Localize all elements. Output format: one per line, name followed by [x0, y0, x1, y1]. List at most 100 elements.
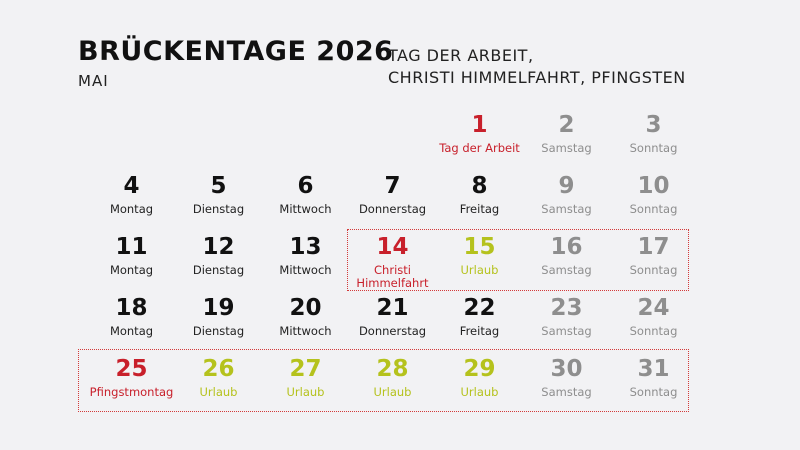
day-label: Sonntag [629, 324, 678, 338]
month-label: MAI [78, 72, 109, 90]
day-number: 9 [558, 173, 575, 199]
calendar-day: 13 Mittwoch [262, 232, 349, 293]
day-number: 17 [637, 234, 670, 260]
calendar-day: 8 Freitag [436, 171, 523, 232]
day-label: Sonntag [629, 385, 678, 399]
day-label: Sonntag [629, 202, 678, 216]
subtitle: TAG DER ARBEIT, CHRISTI HIMMELFAHRT, PFI… [388, 45, 686, 89]
calendar-day: 2 Samstag [523, 110, 610, 171]
day-number: 13 [289, 234, 322, 260]
calendar-day: 22 Freitag [436, 293, 523, 354]
calendar-day: 18 Montag [88, 293, 175, 354]
calendar-day: 11 Montag [88, 232, 175, 293]
day-number: 24 [637, 295, 670, 321]
day-label: Freitag [459, 324, 500, 338]
calendar-day: 14 Christi Himmelfahrt [349, 232, 436, 293]
calendar-grid: 1 Tag der Arbeit 2 Samstag 3 Sonntag 4 Montag 5 D… [88, 110, 697, 415]
day-number: 15 [463, 234, 496, 260]
day-number: 22 [463, 295, 496, 321]
calendar-day: 21 Donnerstag [349, 293, 436, 354]
day-label: Donnerstag [358, 202, 427, 216]
calendar-day: 27 Urlaub [262, 354, 349, 415]
day-label: Dienstag [192, 324, 245, 338]
subtitle-line-1: TAG DER ARBEIT, [388, 46, 534, 65]
day-number: 5 [210, 173, 227, 199]
day-label: Montag [109, 202, 154, 216]
bridge-days-box-himmelfahrt [347, 229, 689, 291]
calendar-day: 29 Urlaub [436, 354, 523, 415]
calendar-day: 6 Mittwoch [262, 171, 349, 232]
calendar-day: 1 Tag der Arbeit [436, 110, 523, 171]
calendar-day: 3 Sonntag [610, 110, 697, 171]
day-number: 30 [550, 356, 583, 382]
day-label: Freitag [459, 202, 500, 216]
page-title: BRÜCKENTAGE 2026 [78, 36, 394, 67]
day-number: 11 [115, 234, 148, 260]
calendar-day: 15 Urlaub [436, 232, 523, 293]
day-label: Mittwoch [279, 202, 332, 216]
day-number: 6 [297, 173, 314, 199]
day-label: Mittwoch [279, 324, 332, 338]
bridge-days-box-pfingsten [78, 349, 689, 412]
calendar-day: 25 Pfingstmontag [88, 354, 175, 415]
calendar-empty-cell [349, 110, 436, 171]
day-label: Samstag [541, 324, 592, 338]
calendar-day: 30 Samstag [523, 354, 610, 415]
day-label: Dienstag [192, 263, 245, 277]
calendar-day: 31 Sonntag [610, 354, 697, 415]
day-number: 19 [202, 295, 235, 321]
day-number: 28 [376, 356, 409, 382]
day-label: Christi Himmelfahrt [356, 263, 429, 290]
day-number: 29 [463, 356, 496, 382]
day-label: Montag [109, 324, 154, 338]
day-label: Mittwoch [279, 263, 332, 277]
day-label: Urlaub [460, 263, 499, 277]
day-number: 23 [550, 295, 583, 321]
day-label: Pfingstmontag [89, 385, 174, 399]
calendar-day: 5 Dienstag [175, 171, 262, 232]
day-label: Samstag [541, 385, 592, 399]
day-number: 31 [637, 356, 670, 382]
calendar-day: 26 Urlaub [175, 354, 262, 415]
day-label: Samstag [541, 263, 592, 277]
calendar-day: 17 Sonntag [610, 232, 697, 293]
calendar-day: 16 Samstag [523, 232, 610, 293]
day-number: 14 [376, 234, 409, 260]
day-number: 7 [384, 173, 401, 199]
day-label: Samstag [541, 202, 592, 216]
calendar-day: 24 Sonntag [610, 293, 697, 354]
calendar-empty-cell [88, 110, 175, 171]
day-label: Tag der Arbeit [439, 141, 520, 155]
calendar-day: 4 Montag [88, 171, 175, 232]
day-number: 26 [202, 356, 235, 382]
calendar-day: 28 Urlaub [349, 354, 436, 415]
day-number: 1 [471, 112, 488, 138]
day-number: 8 [471, 173, 488, 199]
calendar-day: 19 Dienstag [175, 293, 262, 354]
day-label: Montag [109, 263, 154, 277]
day-number: 27 [289, 356, 322, 382]
day-number: 3 [645, 112, 662, 138]
day-label: Urlaub [373, 385, 412, 399]
day-number: 2 [558, 112, 575, 138]
day-label: Samstag [541, 141, 592, 155]
day-number: 18 [115, 295, 148, 321]
day-number: 12 [202, 234, 235, 260]
calendar-day: 9 Samstag [523, 171, 610, 232]
day-number: 10 [637, 173, 670, 199]
calendar-day: 7 Donnerstag [349, 171, 436, 232]
day-label: Urlaub [460, 385, 499, 399]
calendar-day: 20 Mittwoch [262, 293, 349, 354]
day-label: Dienstag [192, 202, 245, 216]
day-number: 21 [376, 295, 409, 321]
calendar-day: 10 Sonntag [610, 171, 697, 232]
day-label: Urlaub [199, 385, 238, 399]
calendar-day: 23 Samstag [523, 293, 610, 354]
day-label: Urlaub [286, 385, 325, 399]
calendar-empty-cell [175, 110, 262, 171]
day-label: Sonntag [629, 141, 678, 155]
subtitle-line-2: CHRISTI HIMMELFAHRT, PFINGSTEN [388, 68, 686, 87]
day-label: Sonntag [629, 263, 678, 277]
day-number: 20 [289, 295, 322, 321]
day-number: 25 [115, 356, 148, 382]
